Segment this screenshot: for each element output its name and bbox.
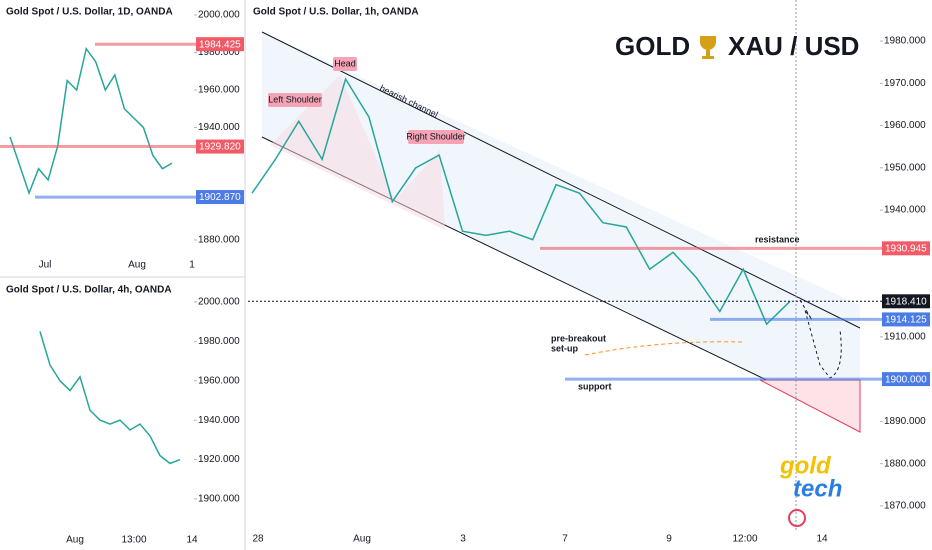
y-tick-label: 1980.000 <box>884 36 926 47</box>
label-bg <box>333 57 357 71</box>
x-tick-label: Aug <box>66 535 84 546</box>
price-line <box>251 77 791 326</box>
projection <box>799 299 842 379</box>
x-tick-label: 1 <box>189 260 195 271</box>
y-tick-label: 1950.000 <box>884 162 926 173</box>
logo: tech <box>793 475 842 502</box>
price-line <box>39 331 181 465</box>
chart-title: Gold Spot / U.S. Dollar, 1D, OANDA <box>6 7 173 18</box>
hs-pattern <box>270 75 445 230</box>
trophy-icon <box>700 36 716 59</box>
y-tick-label: 1970.000 <box>884 78 926 89</box>
annotation: set-up <box>551 343 579 353</box>
price-label-bg <box>196 190 244 205</box>
annotation: support <box>578 381 612 391</box>
y-tick-label: 1960.000 <box>198 85 240 96</box>
price-label: 1902.870 <box>199 192 241 203</box>
price-label-bg <box>882 294 930 309</box>
y-tick-label: 1940.000 <box>198 122 240 133</box>
y-tick-label: 1880.000 <box>884 458 926 469</box>
heading: XAU / USD <box>728 31 859 61</box>
y-tick-label: 1980.000 <box>198 47 240 58</box>
y-tick-label: 1920.000 <box>198 454 240 465</box>
y-tick-label: 2000.000 <box>198 10 240 21</box>
arrow <box>584 341 743 356</box>
x-tick-label: 14 <box>816 534 828 545</box>
label-bg <box>408 130 464 144</box>
heading: GOLD <box>615 31 690 61</box>
x-tick-label: 3 <box>460 534 466 545</box>
label-bg <box>268 93 322 107</box>
logo: gold <box>779 452 832 479</box>
x-tick-label: 14 <box>186 535 198 546</box>
x-tick-label: 12:00 <box>732 534 757 545</box>
price-label-bg <box>882 312 930 327</box>
price-label-bg <box>882 372 930 387</box>
price-label-bg <box>196 37 244 52</box>
annotation: Right Shoulder <box>406 131 466 141</box>
annotation: resistance <box>755 234 800 244</box>
logo-icon <box>788 509 806 527</box>
y-tick-label: 1960.000 <box>198 375 240 386</box>
price-label: 1900.000 <box>885 374 927 385</box>
annotation: Left Shoulder <box>268 94 322 104</box>
y-tick-label: 2000.000 <box>198 297 240 308</box>
channel-upper <box>261 31 861 329</box>
price-label: 1930.945 <box>885 243 927 254</box>
chart-title: Gold Spot / U.S. Dollar, 4h, OANDA <box>6 285 172 296</box>
y-tick-label: 1960.000 <box>884 120 926 131</box>
y-tick-label: 1890.000 <box>884 416 926 427</box>
y-tick-label: 1980.000 <box>198 336 240 347</box>
price-label: 1984.425 <box>199 39 241 50</box>
annotation: pre-breakout <box>551 333 606 343</box>
y-tick-label: 1880.000 <box>198 235 240 246</box>
x-tick-label: 28 <box>252 534 264 545</box>
y-tick-label: 1940.000 <box>198 415 240 426</box>
x-tick-label: Aug <box>353 534 371 545</box>
price-label-bg <box>196 139 244 154</box>
price-label: 1918.410 <box>885 296 927 307</box>
y-tick-label: 1910.000 <box>884 331 926 342</box>
price-label-bg <box>882 241 930 256</box>
x-tick-label: 7 <box>562 534 568 545</box>
price-label: 1929.820 <box>199 142 241 153</box>
x-tick-label: Aug <box>128 260 146 271</box>
annotation: Head <box>334 58 356 68</box>
x-tick-label: Jul <box>39 260 52 271</box>
price-line <box>9 46 173 196</box>
y-tick-label: 1870.000 <box>884 501 926 512</box>
x-tick-label: 13:00 <box>121 535 146 546</box>
y-tick-label: 1940.000 <box>884 205 926 216</box>
price-label: 1914.125 <box>885 315 927 326</box>
x-tick-label: 9 <box>666 534 672 545</box>
y-tick-label: 1900.000 <box>198 494 240 505</box>
chart-title: Gold Spot / U.S. Dollar, 1h, OANDA <box>253 7 419 18</box>
